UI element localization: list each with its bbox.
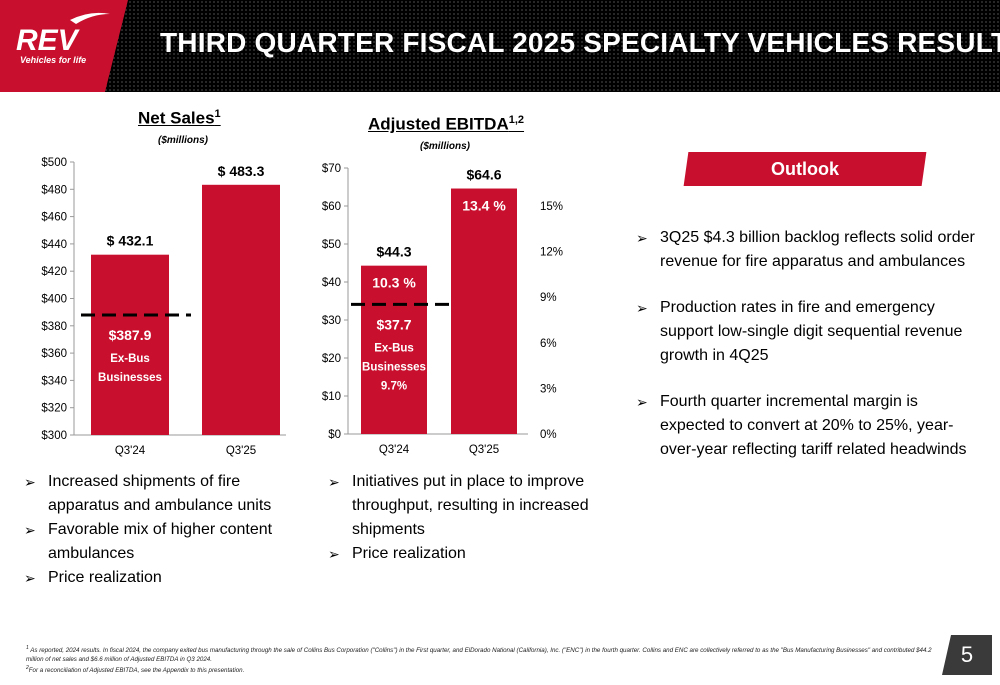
y-tick-label: $440 — [41, 239, 67, 251]
y2-tick-label: 6% — [540, 338, 557, 350]
logo-text: REV — [16, 24, 81, 57]
inside-label: Ex-Bus — [110, 353, 150, 365]
net-sales-bullet-item: ➢ Favorable mix of higher content ambulan… — [24, 518, 314, 566]
ebitda-bullet-text: Price realization — [352, 545, 466, 562]
footnote-1: 1 As reported, 2024 results. In fiscal 2… — [26, 644, 946, 664]
net-sales-chart: $300 $320 $340 $360 $380 $400 $420 $440 $460 $480… — [41, 157, 286, 457]
net-sales-title-sup: 1 — [214, 108, 221, 120]
outlook-bullet-text: Production rates in fire and emergency s… — [660, 299, 963, 364]
y-tick-label: $340 — [41, 375, 67, 387]
y-tick-label: $400 — [41, 294, 67, 306]
ebitda-subtitle: ($millions) — [420, 141, 471, 152]
footnote-2-sup: 2 — [26, 665, 29, 672]
net-sales-subtitle: ($millions) — [158, 135, 209, 146]
inside-label: Businesses — [98, 372, 162, 384]
data-label: $ 483.3 — [218, 163, 265, 179]
y-tick-label: $420 — [41, 266, 67, 278]
margin-label: 10.3 % — [372, 275, 416, 291]
arrow-bullet-icon: ➢ — [636, 230, 648, 246]
arrow-bullet-icon: ➢ — [328, 474, 340, 490]
x-tick-label: Q3'25 — [226, 445, 256, 457]
net-sales-title: Net Sales1 — [138, 108, 221, 129]
footnote-2-text: For a reconciliation of Adjusted EBITDA,… — [28, 667, 245, 675]
arrow-bullet-icon: ➢ — [24, 570, 36, 586]
y2-tick-label: 3% — [540, 383, 557, 395]
inside-label: $37.7 — [376, 316, 411, 332]
y-tick-label: $320 — [41, 403, 67, 415]
y-tick-label: $30 — [322, 315, 341, 327]
inside-label: Businesses — [362, 361, 426, 373]
data-label: $44.3 — [376, 244, 411, 260]
net-sales-title-text: Net Sales — [138, 108, 215, 128]
footnote-2: 2For a reconciliation of Adjusted EBITDA… — [26, 664, 946, 675]
y2-tick-label: 9% — [540, 292, 557, 304]
slide-title: THIRD QUARTER FISCAL 2025 SPECIALTY VEHI… — [160, 27, 1000, 58]
ebitda-title-text: Adjusted EBITDA — [368, 114, 509, 134]
arrow-bullet-icon: ➢ — [636, 300, 648, 316]
ebitda-title-sup: 1,2 — [508, 114, 525, 126]
net-sales-bullet-text: Price realization — [48, 569, 162, 586]
data-label: $64.6 — [466, 167, 501, 183]
logo-tagline: Vehicles for life — [20, 55, 87, 65]
footnote-1-text: As reported, 2024 results. In fiscal 202… — [26, 647, 932, 664]
net-sales-bullet-item: ➢ Price realization — [24, 566, 314, 590]
y-tick-label: $460 — [41, 212, 67, 224]
inside-label: $387.9 — [109, 327, 152, 343]
x-tick-label: Q3'24 — [379, 444, 410, 456]
net-sales-bullet-text: Favorable mix of higher content ambulanc… — [48, 521, 273, 562]
y-tick-label: $380 — [41, 321, 67, 333]
ebitda-bullet-text: Initiatives put in place to improve thro… — [352, 473, 589, 538]
ebitda-chart: $0 $10 $20 $30 $40 $50 $60 $70 Q3'24 $44.3 10.3 % $… — [322, 163, 563, 456]
net-sales-bullet-text: Increased shipments of fire apparatus an… — [48, 473, 272, 514]
inside-label: 9.7% — [381, 380, 407, 392]
rev-logo: REV Vehicles for life — [0, 0, 128, 92]
header-bar: REV Vehicles for life THIRD QUARTER FISC… — [0, 0, 1000, 92]
bar — [451, 188, 517, 434]
outlook-bullet-text: 3Q25 $4.3 billion backlog reflects solid… — [660, 229, 975, 270]
arrow-bullet-icon: ➢ — [636, 394, 648, 410]
rev-logo-icon: REV — [16, 12, 110, 57]
ebitda-bullet-item: ➢ Initiatives put in place to improve thr… — [328, 470, 598, 542]
y-tick-label: $300 — [41, 430, 67, 442]
x-tick-label: Q3'25 — [469, 444, 499, 456]
outlook-bullets: ➢ 3Q25 $4.3 billion backlog reflects soli… — [636, 226, 986, 484]
margin-label: 13.4 % — [462, 198, 506, 214]
outlook-bullet-item: ➢ 3Q25 $4.3 billion backlog reflects soli… — [636, 226, 986, 274]
bar — [91, 254, 169, 435]
y-tick-label: $480 — [41, 184, 67, 196]
y2-tick-label: 12% — [540, 247, 563, 259]
outlook-bullet-item: ➢ Production rates in fire and emergency … — [636, 296, 986, 368]
outlook-bullet-item: ➢ Fourth quarter incremental margin is ex… — [636, 390, 986, 462]
footnote-1-sup: 1 — [26, 645, 29, 651]
data-label: $ 432.1 — [107, 233, 154, 249]
ebitda-title: Adjusted EBITDA1,2 — [368, 114, 524, 135]
ebitda-bullets: ➢ Initiatives put in place to improve thr… — [328, 470, 598, 566]
page-number: 5 — [942, 635, 992, 675]
inside-label: Ex-Bus — [374, 342, 414, 354]
footnote: 1 As reported, 2024 results. In fiscal 2… — [26, 644, 946, 675]
y-tick-label: $20 — [322, 353, 341, 365]
y-tick-label: $60 — [322, 201, 341, 213]
arrow-bullet-icon: ➢ — [328, 546, 340, 562]
arrow-bullet-icon: ➢ — [24, 474, 36, 490]
y-tick-label: $50 — [322, 239, 341, 251]
bar — [361, 265, 427, 434]
outlook-bullet-text: Fourth quarter incremental margin is exp… — [660, 393, 967, 458]
y2-tick-label: 0% — [540, 429, 557, 441]
net-sales-bullet-item: ➢ Increased shipments of fire apparatus a… — [24, 470, 314, 518]
y-tick-label: $10 — [322, 391, 341, 403]
net-sales-bullets: ➢ Increased shipments of fire apparatus a… — [24, 470, 314, 590]
outlook-label: Outlook — [771, 159, 839, 179]
arrow-bullet-icon: ➢ — [24, 522, 36, 538]
y-tick-label: $70 — [322, 163, 341, 175]
y-tick-label: $360 — [41, 348, 67, 360]
y2-tick-label: 15% — [540, 201, 563, 213]
y-tick-label: $40 — [322, 277, 341, 289]
ebitda-bullet-item: ➢ Price realization — [328, 542, 598, 566]
bar — [202, 184, 280, 435]
y-tick-label: $0 — [328, 429, 341, 441]
y-tick-label: $500 — [41, 157, 67, 169]
x-tick-label: Q3'24 — [115, 445, 146, 457]
